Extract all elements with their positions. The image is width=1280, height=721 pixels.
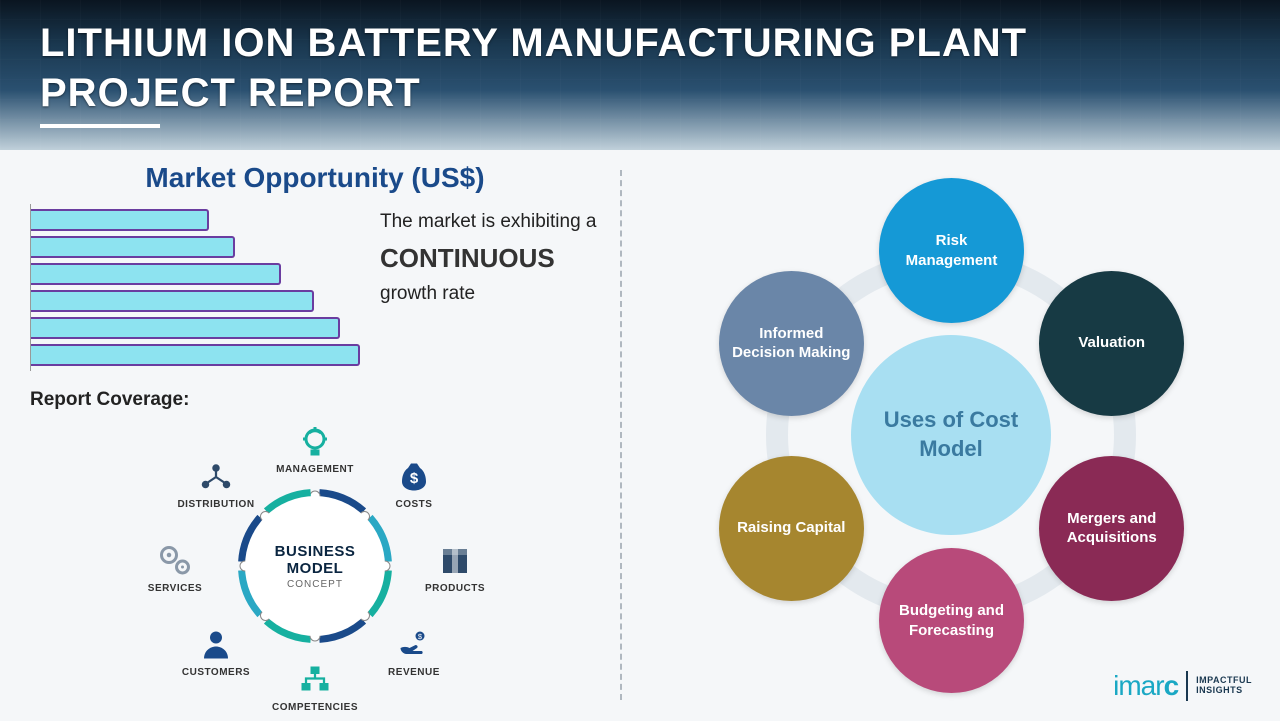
bm-center-line1: BUSINESS <box>275 543 356 560</box>
growth-text: The market is exhibiting a CONTINUOUS gr… <box>380 204 597 308</box>
bm-item-label: PRODUCTS <box>425 583 485 594</box>
bm-item-label: DISTRIBUTION <box>177 499 254 510</box>
market-bar <box>31 236 235 258</box>
person-icon <box>198 627 234 663</box>
bm-item-competencies: COMPETENCIES <box>260 662 370 713</box>
bulb-icon <box>297 424 333 460</box>
network-icon <box>198 459 234 495</box>
growth-pre: The market is exhibiting a <box>380 211 597 232</box>
cost-node-valuation: Valuation <box>1039 271 1184 416</box>
title-underline <box>40 124 160 128</box>
market-opportunity-title: Market Opportunity (US$) <box>30 162 600 194</box>
report-coverage-label: Report Coverage: <box>30 389 600 411</box>
market-bar-chart <box>30 204 360 371</box>
growth-post: growth rate <box>380 283 475 304</box>
logo-separator <box>1186 671 1188 701</box>
page-title: LITHIUM ION BATTERY MANUFACTURING PLANT … <box>40 18 1240 118</box>
business-model-diagram: BUSINESS MODEL CONCEPT MANAGEMENT $ COSTS P… <box>35 411 595 721</box>
content-area: Market Opportunity (US$) The market is e… <box>0 150 1280 720</box>
bm-item-label: REVENUE <box>388 667 440 678</box>
bm-center-line2: MODEL <box>287 560 344 577</box>
brand-logo: imarc IMPACTFUL INSIGHTS <box>1113 670 1252 702</box>
cost-node-raising-capital: Raising Capital <box>719 456 864 601</box>
brand-tagline: IMPACTFUL INSIGHTS <box>1196 676 1252 696</box>
tagline-line2: INSIGHTS <box>1196 685 1243 695</box>
tagline-line1: IMPACTFUL <box>1196 675 1252 685</box>
cost-center-label: Uses of Cost Model <box>851 406 1051 463</box>
bm-item-products: PRODUCTS <box>400 543 510 594</box>
org-icon <box>297 662 333 698</box>
left-panel: Market Opportunity (US$) The market is e… <box>0 150 620 720</box>
bm-item-services: SERVICES <box>120 543 230 594</box>
cost-model-center: Uses of Cost Model <box>851 335 1051 535</box>
market-bar <box>31 290 314 312</box>
market-bar <box>31 317 340 339</box>
bm-item-label: MANAGEMENT <box>276 464 354 475</box>
cost-model-diagram: Uses of Cost Model Risk ManagementValuat… <box>671 165 1231 705</box>
growth-emphasis: CONTINUOUS <box>380 239 597 278</box>
moneybag-icon: $ <box>396 459 432 495</box>
brand-prefix: imar <box>1113 670 1163 701</box>
right-panel: Uses of Cost Model Risk ManagementValuat… <box>622 150 1280 720</box>
bm-item-label: COMPETENCIES <box>272 702 358 713</box>
cost-node-risk-management: Risk Management <box>879 178 1024 323</box>
hand-icon: $ <box>396 627 432 663</box>
brand-bold: c <box>1164 670 1179 701</box>
bm-item-revenue: $ REVENUE <box>359 627 469 678</box>
cost-node-informed-decision-making: Informed Decision Making <box>719 271 864 416</box>
market-row: The market is exhibiting a CONTINUOUS gr… <box>30 204 600 371</box>
bm-item-customers: CUSTOMERS <box>161 627 271 678</box>
box-icon <box>437 543 473 579</box>
cost-node-budgeting-and-forecasting: Budgeting and Forecasting <box>879 548 1024 693</box>
header-banner: LITHIUM ION BATTERY MANUFACTURING PLANT … <box>0 0 1280 150</box>
gears-icon <box>157 543 193 579</box>
svg-text:$: $ <box>410 470 419 487</box>
market-bar <box>31 209 209 231</box>
bm-item-label: SERVICES <box>148 583 202 594</box>
brand-name: imarc <box>1113 670 1178 702</box>
bm-item-costs: $ COSTS <box>359 459 469 510</box>
bm-item-label: CUSTOMERS <box>182 667 250 678</box>
cost-node-mergers-and-acquisitions: Mergers and Acquisitions <box>1039 456 1184 601</box>
bm-center-sub: CONCEPT <box>287 579 343 590</box>
bm-item-management: MANAGEMENT <box>260 424 370 475</box>
bm-item-distribution: DISTRIBUTION <box>161 459 271 510</box>
business-model-center: BUSINESS MODEL CONCEPT <box>245 496 385 636</box>
bm-item-label: COSTS <box>396 499 433 510</box>
title-line-1: LITHIUM ION BATTERY MANUFACTURING PLANT <box>40 21 1027 65</box>
market-bar <box>31 263 281 285</box>
market-bar <box>31 344 360 366</box>
title-line-2: PROJECT REPORT <box>40 71 421 115</box>
